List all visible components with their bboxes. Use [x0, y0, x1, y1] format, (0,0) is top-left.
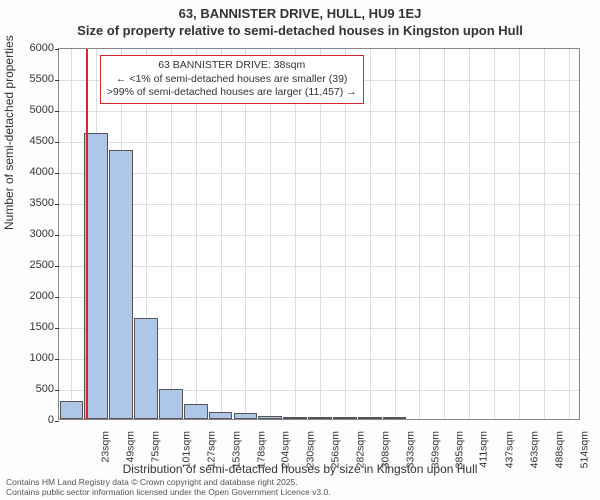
gridline-v [469, 49, 470, 419]
ytick-mark [55, 80, 59, 81]
chart-title-line2: Size of property relative to semi-detach… [0, 21, 600, 38]
ytick-mark [55, 328, 59, 329]
xtick-label: 256sqm [330, 431, 342, 468]
gridline-v [444, 49, 445, 419]
ytick-label: 4000 [14, 166, 54, 178]
gridline-v [171, 49, 172, 419]
histogram-bar [109, 150, 133, 419]
ytick-label: 6000 [14, 42, 54, 54]
xtick-label: 23sqm [100, 431, 112, 463]
histogram-bar [84, 133, 108, 419]
gridline-v [270, 49, 271, 419]
marker-line [86, 49, 88, 419]
gridline-v [71, 49, 72, 419]
gridline-h [59, 142, 579, 143]
gridline-h [59, 111, 579, 112]
gridline-h [59, 204, 579, 205]
ytick-mark [55, 359, 59, 360]
ytick-label: 4500 [14, 135, 54, 147]
histogram-bar [60, 401, 84, 419]
ytick-label: 0 [14, 414, 54, 426]
footer-line2: Contains public sector information licen… [6, 488, 331, 498]
gridline-v [320, 49, 321, 419]
xtick-label: 230sqm [305, 431, 317, 468]
ytick-label: 1000 [14, 352, 54, 364]
callout-line2: ← <1% of semi-detached houses are smalle… [107, 73, 357, 87]
histogram-bar [358, 417, 382, 419]
xtick-label: 75sqm [150, 431, 162, 463]
ytick-mark [55, 266, 59, 267]
xtick-label: 127sqm [205, 431, 217, 468]
gridline-v [295, 49, 296, 419]
xtick-label: 463sqm [528, 431, 540, 468]
xtick-label: 488sqm [553, 431, 565, 468]
ytick-mark [55, 142, 59, 143]
gridline-v [221, 49, 222, 419]
xtick-label: 204sqm [280, 431, 292, 468]
histogram-bar [383, 417, 407, 419]
chart-container: 63, BANNISTER DRIVE, HULL, HU9 1EJ Size … [0, 0, 600, 500]
ytick-mark [55, 421, 59, 422]
gridline-v [370, 49, 371, 419]
histogram-bar [283, 417, 307, 419]
ytick-mark [55, 173, 59, 174]
ytick-label: 2500 [14, 259, 54, 271]
callout-line1: 63 BANNISTER DRIVE: 38sqm [107, 59, 357, 73]
gridline-v [569, 49, 570, 419]
gridline-v [395, 49, 396, 419]
ytick-mark [55, 297, 59, 298]
xtick-label: 101sqm [180, 431, 192, 468]
callout-box: 63 BANNISTER DRIVE: 38sqm← <1% of semi-d… [100, 55, 364, 104]
histogram-bar [184, 404, 208, 420]
histogram-bar [209, 412, 233, 419]
gridline-v [419, 49, 420, 419]
gridline-v [245, 49, 246, 419]
xtick-label: 385sqm [454, 431, 466, 468]
ytick-label: 500 [14, 383, 54, 395]
ytick-label: 5000 [14, 104, 54, 116]
gridline-h [59, 173, 579, 174]
xtick-label: 49sqm [125, 431, 137, 463]
ytick-mark [55, 204, 59, 205]
gridline-v [519, 49, 520, 419]
histogram-bar [258, 416, 282, 419]
callout-line3: >99% of semi-detached houses are larger … [107, 86, 357, 100]
footer-attribution: Contains HM Land Registry data © Crown c… [6, 478, 331, 498]
xtick-label: 308sqm [379, 431, 391, 468]
histogram-bar [234, 413, 258, 419]
ytick-mark [55, 49, 59, 50]
histogram-bar [333, 417, 357, 419]
histogram-bar [134, 318, 158, 419]
ytick-label: 2000 [14, 290, 54, 302]
xtick-label: 514sqm [578, 431, 590, 468]
gridline-h [59, 266, 579, 267]
ytick-mark [55, 111, 59, 112]
gridline-v [345, 49, 346, 419]
ytick-label: 3500 [14, 197, 54, 209]
gridline-h [59, 297, 579, 298]
xtick-label: 411sqm [478, 431, 490, 468]
gridline-v [196, 49, 197, 419]
ytick-label: 3000 [14, 228, 54, 240]
xtick-label: 437sqm [504, 431, 516, 468]
ytick-mark [55, 390, 59, 391]
ytick-mark [55, 235, 59, 236]
histogram-bar [159, 389, 183, 419]
gridline-v [544, 49, 545, 419]
chart-title-line1: 63, BANNISTER DRIVE, HULL, HU9 1EJ [0, 0, 600, 21]
plot-area: 63 BANNISTER DRIVE: 38sqm← <1% of semi-d… [58, 48, 580, 420]
gridline-h [59, 235, 579, 236]
xtick-label: 282sqm [354, 431, 366, 468]
histogram-bar [308, 417, 332, 419]
xtick-label: 359sqm [429, 431, 441, 468]
xtick-label: 153sqm [230, 431, 242, 468]
gridline-v [494, 49, 495, 419]
xtick-label: 333sqm [404, 431, 416, 468]
ytick-label: 1500 [14, 321, 54, 333]
ytick-label: 5500 [14, 73, 54, 85]
xtick-label: 178sqm [255, 431, 267, 468]
